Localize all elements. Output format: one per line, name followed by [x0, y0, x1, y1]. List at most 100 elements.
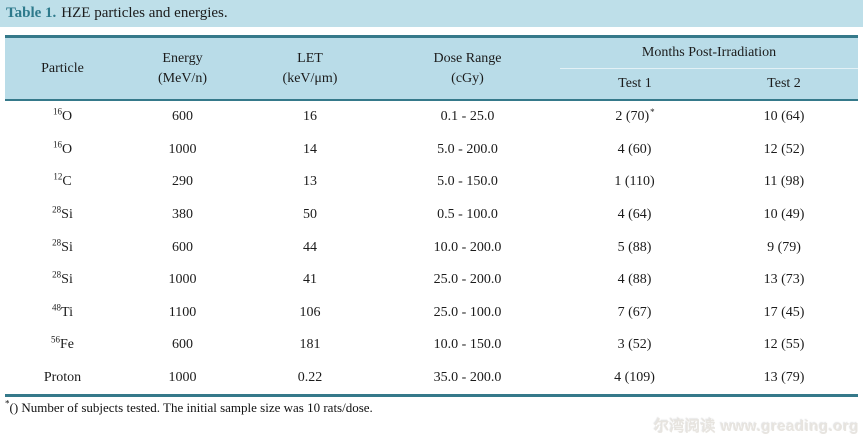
test1-cell: 4 (88)	[617, 272, 652, 288]
particle-cell: 28Si	[5, 269, 120, 288]
let-cell: 14	[303, 141, 317, 157]
particle-cell: 28Si	[5, 237, 120, 256]
mass-number: 28	[52, 269, 62, 280]
test2-cell: 12 (52)	[763, 141, 805, 157]
test2-cell: 10 (64)	[763, 109, 805, 125]
mass-number: 28	[52, 204, 62, 215]
let-cell: 106	[299, 304, 321, 320]
energy-cell: 600	[172, 239, 193, 255]
header-dose-range: Dose Range (cGy)	[375, 38, 560, 99]
table-caption-label: Table 1.	[6, 5, 57, 21]
months-group-label: Months Post-Irradiation	[560, 38, 858, 69]
mass-number: 56	[51, 334, 60, 345]
table-header: Particle Energy (MeV/n) LET (keV/μm) Dos…	[5, 35, 858, 101]
particle-symbol: Si	[61, 207, 73, 223]
let-cell: 181	[299, 337, 321, 353]
energy-cell: 290	[172, 174, 193, 190]
test1-cell: 3 (52)	[617, 337, 652, 353]
header-dose-line1: Dose Range	[433, 50, 502, 66]
header-let-line2: (keV/μm)	[282, 70, 338, 86]
test2-cell: 9 (79)	[767, 239, 801, 255]
header-test1: Test 1	[618, 76, 652, 91]
table-row: 28Si 380 50 0.5 - 100.0 4 (64) 10 (49)	[5, 199, 858, 232]
table-row: 16O 1000 14 5.0 - 200.0 4 (60) 12 (52)	[5, 134, 858, 167]
test1-cell: 1 (110)	[614, 174, 655, 190]
dose-range-cell: 0.1 - 25.0	[440, 109, 495, 125]
particle-cell: 12C	[5, 171, 120, 190]
table-row: 16O 600 16 0.1 - 25.0 2 (70)* 10 (64)	[5, 101, 858, 134]
dose-range-cell: 35.0 - 200.0	[433, 370, 502, 386]
dose-range-cell: 25.0 - 200.0	[433, 272, 502, 288]
mass-number: 28	[52, 237, 62, 248]
months-group-header: Months Post-Irradiation Test 1 Test 2	[560, 38, 858, 99]
table-caption: Table 1. HZE particles and energies.	[0, 0, 863, 27]
footnote-text: () Number of subjects tested. The initia…	[9, 400, 373, 415]
particle-cell: 16O	[5, 106, 120, 125]
test1-cell: 4 (60)	[617, 141, 652, 157]
footnote: *() Number of subjects tested. The initi…	[5, 398, 373, 416]
energy-cell: 600	[172, 109, 193, 125]
header-energy-line2: (MeV/n)	[158, 70, 207, 86]
let-cell: 44	[303, 239, 317, 255]
test1-cell: 2 (70)*	[615, 106, 655, 125]
header-dose-line2: (cGy)	[451, 70, 484, 86]
particle-cell: 48Ti	[5, 302, 120, 321]
particle-symbol: Ti	[61, 304, 73, 320]
energy-cell: 1000	[168, 370, 197, 386]
header-let-line1: LET	[297, 50, 323, 66]
particle-cell: 16O	[5, 139, 120, 158]
dose-range-cell: 5.0 - 150.0	[437, 174, 498, 190]
test2-cell: 10 (49)	[763, 207, 805, 223]
header-let: LET (keV/μm)	[245, 38, 375, 99]
table-row: 48Ti 1100 106 25.0 - 100.0 7 (67) 17 (45…	[5, 297, 858, 330]
mass-number: 16	[52, 106, 62, 117]
test2-cell: 12 (55)	[763, 337, 805, 353]
watermark: 尔湾阅读 www.greading.org	[654, 418, 859, 435]
energy-cell: 380	[172, 207, 193, 223]
let-cell: 13	[303, 174, 317, 190]
let-cell: 41	[303, 272, 317, 288]
test1-cell: 4 (109)	[614, 370, 655, 386]
mass-number: 16	[52, 139, 62, 150]
test2-cell: 13 (79)	[763, 370, 805, 386]
dose-range-cell: 5.0 - 200.0	[437, 141, 498, 157]
header-particle: Particle	[41, 60, 84, 76]
footnote-asterisk: *	[5, 398, 10, 409]
mass-number: 12	[53, 171, 63, 182]
dose-range-cell: 0.5 - 100.0	[437, 207, 498, 223]
dose-range-cell: 25.0 - 100.0	[433, 304, 502, 320]
particle-symbol: O	[61, 141, 73, 157]
energy-cell: 1100	[168, 304, 197, 320]
mass-number: 48	[52, 302, 62, 313]
energy-cell: 1000	[168, 141, 197, 157]
particle-cell: 56Fe	[5, 334, 120, 353]
let-cell: 50	[303, 207, 317, 223]
test2-cell: 17 (45)	[763, 304, 805, 320]
dose-range-cell: 10.0 - 150.0	[433, 337, 502, 353]
table-row: 12C 290 13 5.0 - 150.0 1 (110) 11 (98)	[5, 166, 858, 199]
energy-cell: 1000	[168, 272, 197, 288]
dose-range-cell: 10.0 - 200.0	[433, 239, 502, 255]
test2-cell: 13 (73)	[763, 272, 805, 288]
let-cell: 16	[303, 109, 317, 125]
particle-symbol: Proton	[43, 370, 82, 386]
test1-cell: 5 (88)	[617, 239, 652, 255]
energy-cell: 600	[172, 337, 193, 353]
table-row: 28Si 600 44 10.0 - 200.0 5 (88) 9 (79)	[5, 231, 858, 264]
header-energy-line1: Energy	[162, 50, 203, 66]
test2-cell: 11 (98)	[763, 174, 805, 190]
particle-symbol: Si	[61, 239, 73, 255]
let-cell: 0.22	[297, 370, 323, 386]
header-test2: Test 2	[767, 76, 801, 91]
footnote-marker: *	[650, 106, 655, 117]
data-table: Particle Energy (MeV/n) LET (keV/μm) Dos…	[5, 35, 858, 398]
test1-cell: 4 (64)	[617, 207, 652, 223]
table-row: 56Fe 600 181 10.0 - 150.0 3 (52) 12 (55)	[5, 329, 858, 362]
particle-symbol: C	[62, 174, 72, 190]
header-energy: Energy (MeV/n)	[120, 38, 245, 99]
table-body: 16O 600 16 0.1 - 25.0 2 (70)* 10 (64) 16…	[5, 101, 858, 398]
table-caption-text: HZE particles and energies.	[61, 5, 228, 21]
particle-symbol: Fe	[60, 337, 74, 353]
tests-subheader: Test 1 Test 2	[560, 69, 858, 99]
table-row: Proton 1000 0.22 35.0 - 200.0 4 (109) 13…	[5, 362, 858, 395]
